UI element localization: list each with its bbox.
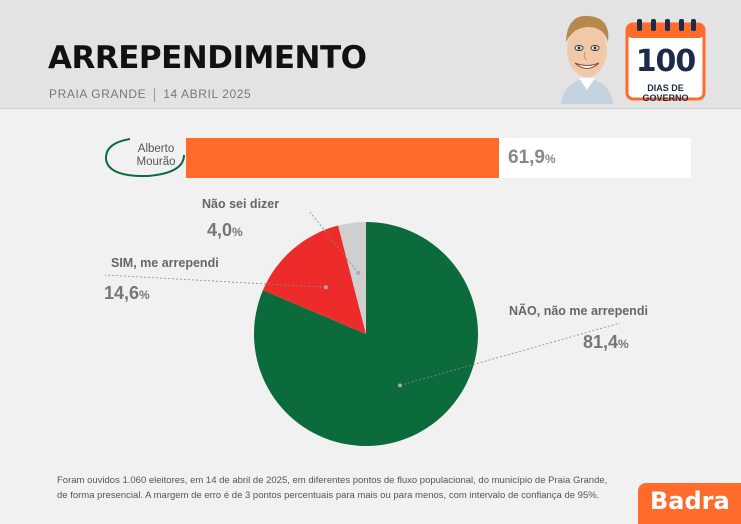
slice-label-nao: NÃO, não me arrependi: [509, 304, 648, 318]
slice-value-nao-number: 81,4: [583, 332, 619, 352]
candidate-name-line2: Mourão: [136, 156, 176, 168]
approval-bar-value: 61,9%: [508, 147, 556, 169]
footnote: Foram ouvidos 1.060 eleitores, em 14 de …: [57, 473, 617, 503]
slice-label-sim: SIM, me arrependi: [111, 256, 219, 270]
slice-value-nao-sei: 4,0%: [207, 220, 243, 241]
candidate-circle-icon: [104, 138, 185, 178]
slice-value-nao-sei-number: 4,0: [207, 220, 233, 240]
pie-slice-nao-sei: [338, 222, 366, 334]
footnote-line2: de forma presencial. A margem de erro é …: [57, 490, 600, 501]
brand-logo: Badra: [650, 487, 730, 515]
leader-line-nao-sei: [309, 211, 359, 274]
slice-label-nao-sei: Não sei dizer: [202, 197, 280, 211]
approval-value-number: 61,9: [508, 147, 545, 168]
brand-logo-box: [638, 483, 741, 524]
footnote-line1: Foram ouvidos 1.060 eleitores, em 14 de …: [57, 475, 608, 486]
divider: [154, 87, 156, 102]
leader-line-sim: [104, 274, 326, 288]
approval-bar-fill: [186, 138, 499, 178]
pie-slice-sim: [262, 225, 366, 334]
calendar-badge-icon: [625, 19, 706, 101]
header: [0, 0, 741, 109]
date-label: 14 ABRIL 2025: [163, 87, 252, 101]
slice-value-nao-sei-unit: %: [232, 225, 243, 239]
page-title: ARREPENDIMENTO: [48, 40, 367, 76]
approval-value-unit: %: [544, 152, 556, 166]
leader-dot-nao: [397, 383, 402, 388]
badge-number: 100: [635, 44, 697, 79]
location-label: PRAIA GRANDE: [49, 87, 147, 101]
badge-text: DIAS DE GOVERNO: [642, 83, 689, 103]
leader-dot-sim: [323, 285, 328, 290]
slice-value-sim: 14,6%: [104, 283, 150, 304]
subtitle: PRAIA GRANDE 14 ABRIL 2025: [49, 87, 251, 102]
slice-value-nao-unit: %: [618, 337, 629, 351]
caricature-avatar-icon: [561, 15, 613, 104]
slice-value-sim-unit: %: [139, 288, 150, 302]
candidate-name-line1: Alberto: [137, 143, 175, 155]
candidate-name: Alberto Mourão: [130, 143, 182, 169]
slice-value-nao: 81,4%: [583, 332, 629, 353]
slice-value-sim-number: 14,6: [104, 283, 140, 303]
leader-dot-nao-sei: [356, 270, 361, 275]
